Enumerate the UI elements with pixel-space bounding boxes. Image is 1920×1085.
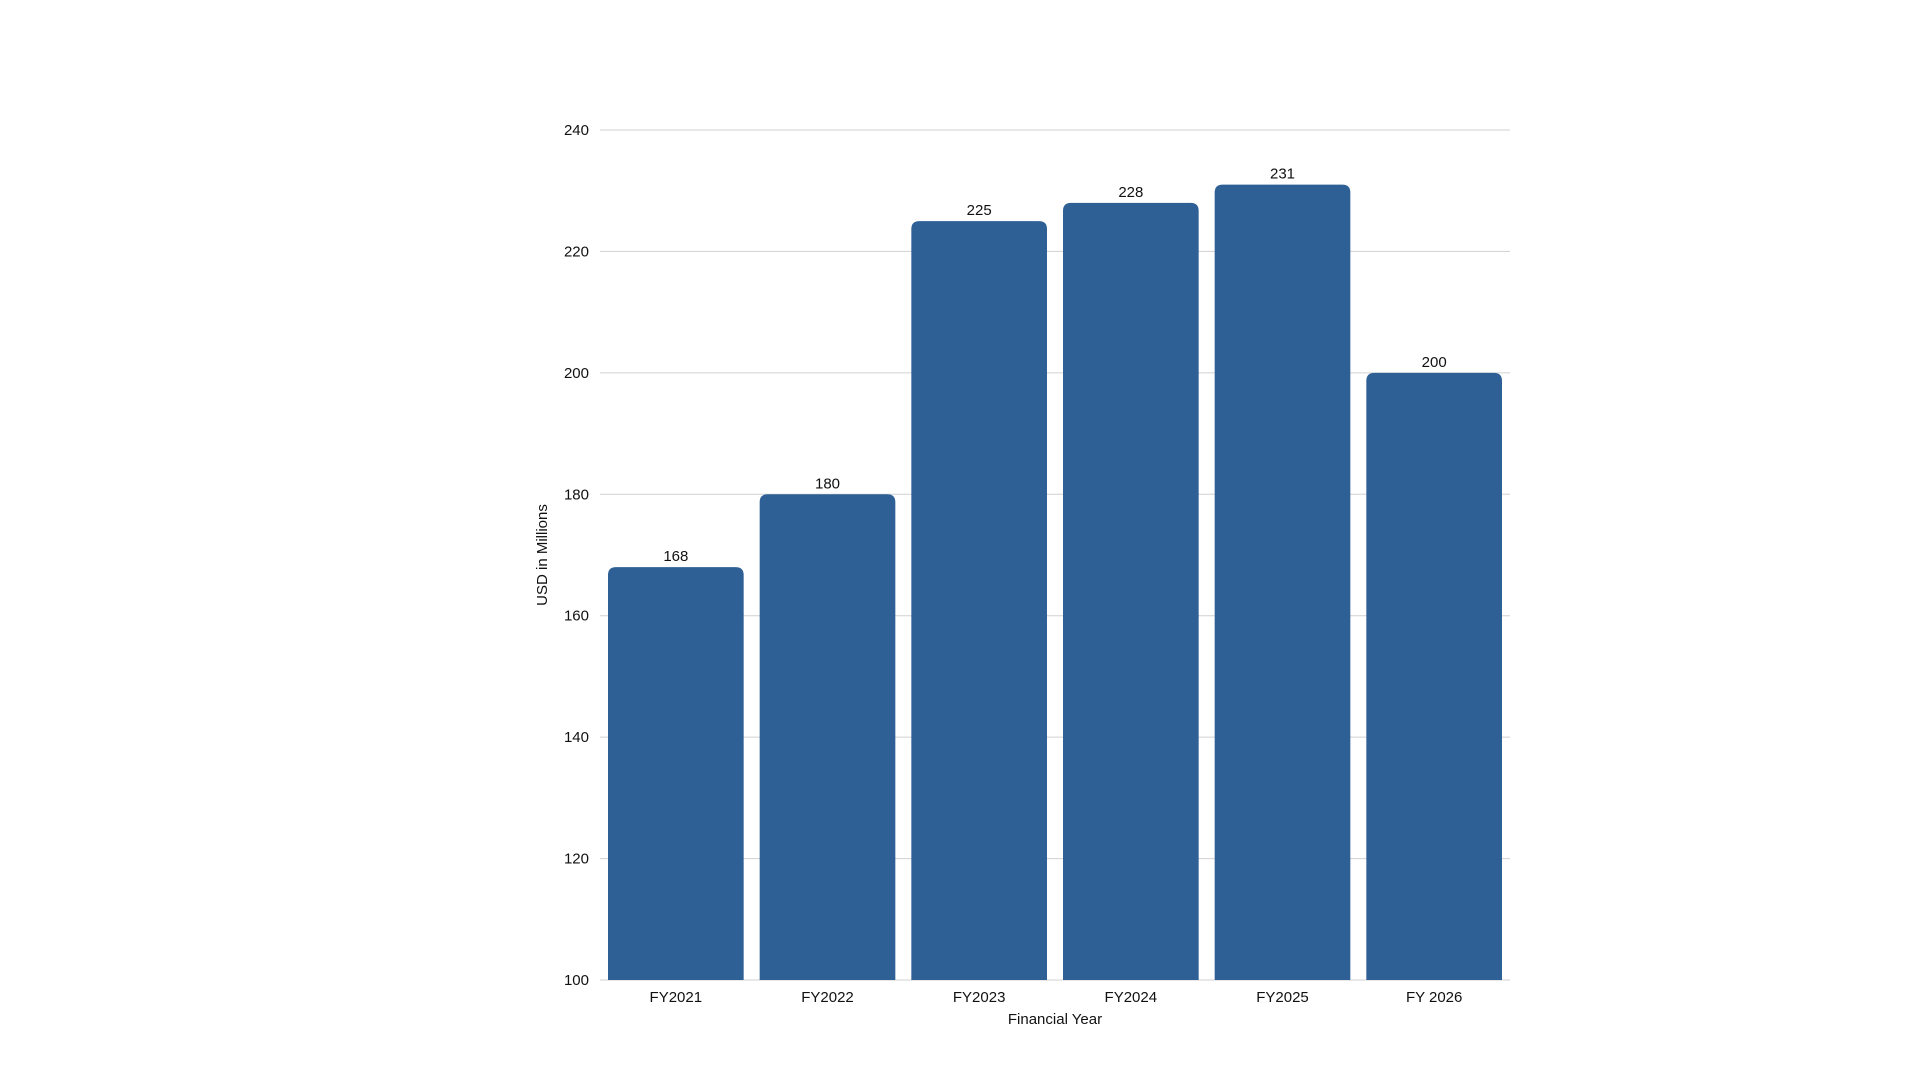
bar-fy2024 [1063, 202, 1199, 980]
x-tick-label: FY2024 [1105, 989, 1158, 1006]
y-axis-ticks: 100 120 140 160 180 200 220 240 [564, 122, 589, 989]
data-label: 228 [1118, 184, 1143, 201]
bar-fy2021 [608, 567, 744, 980]
bar-fy-2026 [1366, 372, 1502, 980]
data-label: 180 [815, 475, 840, 492]
y-tick-label: 240 [564, 122, 589, 139]
data-label: 231 [1270, 166, 1295, 183]
data-labels: 168 180 225 228 231 200 [663, 166, 1446, 566]
y-tick-label: 160 [564, 608, 589, 625]
y-tick-label: 120 [564, 851, 589, 868]
y-tick-label: 220 [564, 243, 589, 260]
data-label: 168 [663, 548, 688, 565]
y-tick-label: 100 [564, 972, 589, 989]
x-tick-label: FY2025 [1256, 989, 1309, 1006]
y-axis-title: USD in Millions [534, 504, 551, 606]
y-tick-label: 200 [564, 365, 589, 382]
x-tick-label: FY2021 [650, 989, 703, 1006]
x-tick-label: FY2022 [801, 989, 854, 1006]
x-tick-label: FY2023 [953, 989, 1006, 1006]
bars [608, 184, 1502, 981]
data-label: 225 [967, 202, 992, 219]
y-tick-label: 140 [564, 729, 589, 746]
x-axis-ticks: FY2021 FY2022 FY2023 FY2024 FY2025 FY 2026 [650, 989, 1463, 1006]
y-tick-label: 180 [564, 486, 589, 503]
data-label: 200 [1422, 354, 1447, 371]
bar-fy2025 [1214, 184, 1351, 981]
x-axis-title: Financial Year [1008, 1011, 1102, 1028]
bar-fy2023 [911, 221, 1047, 981]
gridlines [600, 129, 1510, 981]
x-tick-label: FY 2026 [1406, 989, 1462, 1006]
bar-fy2022 [759, 494, 896, 980]
